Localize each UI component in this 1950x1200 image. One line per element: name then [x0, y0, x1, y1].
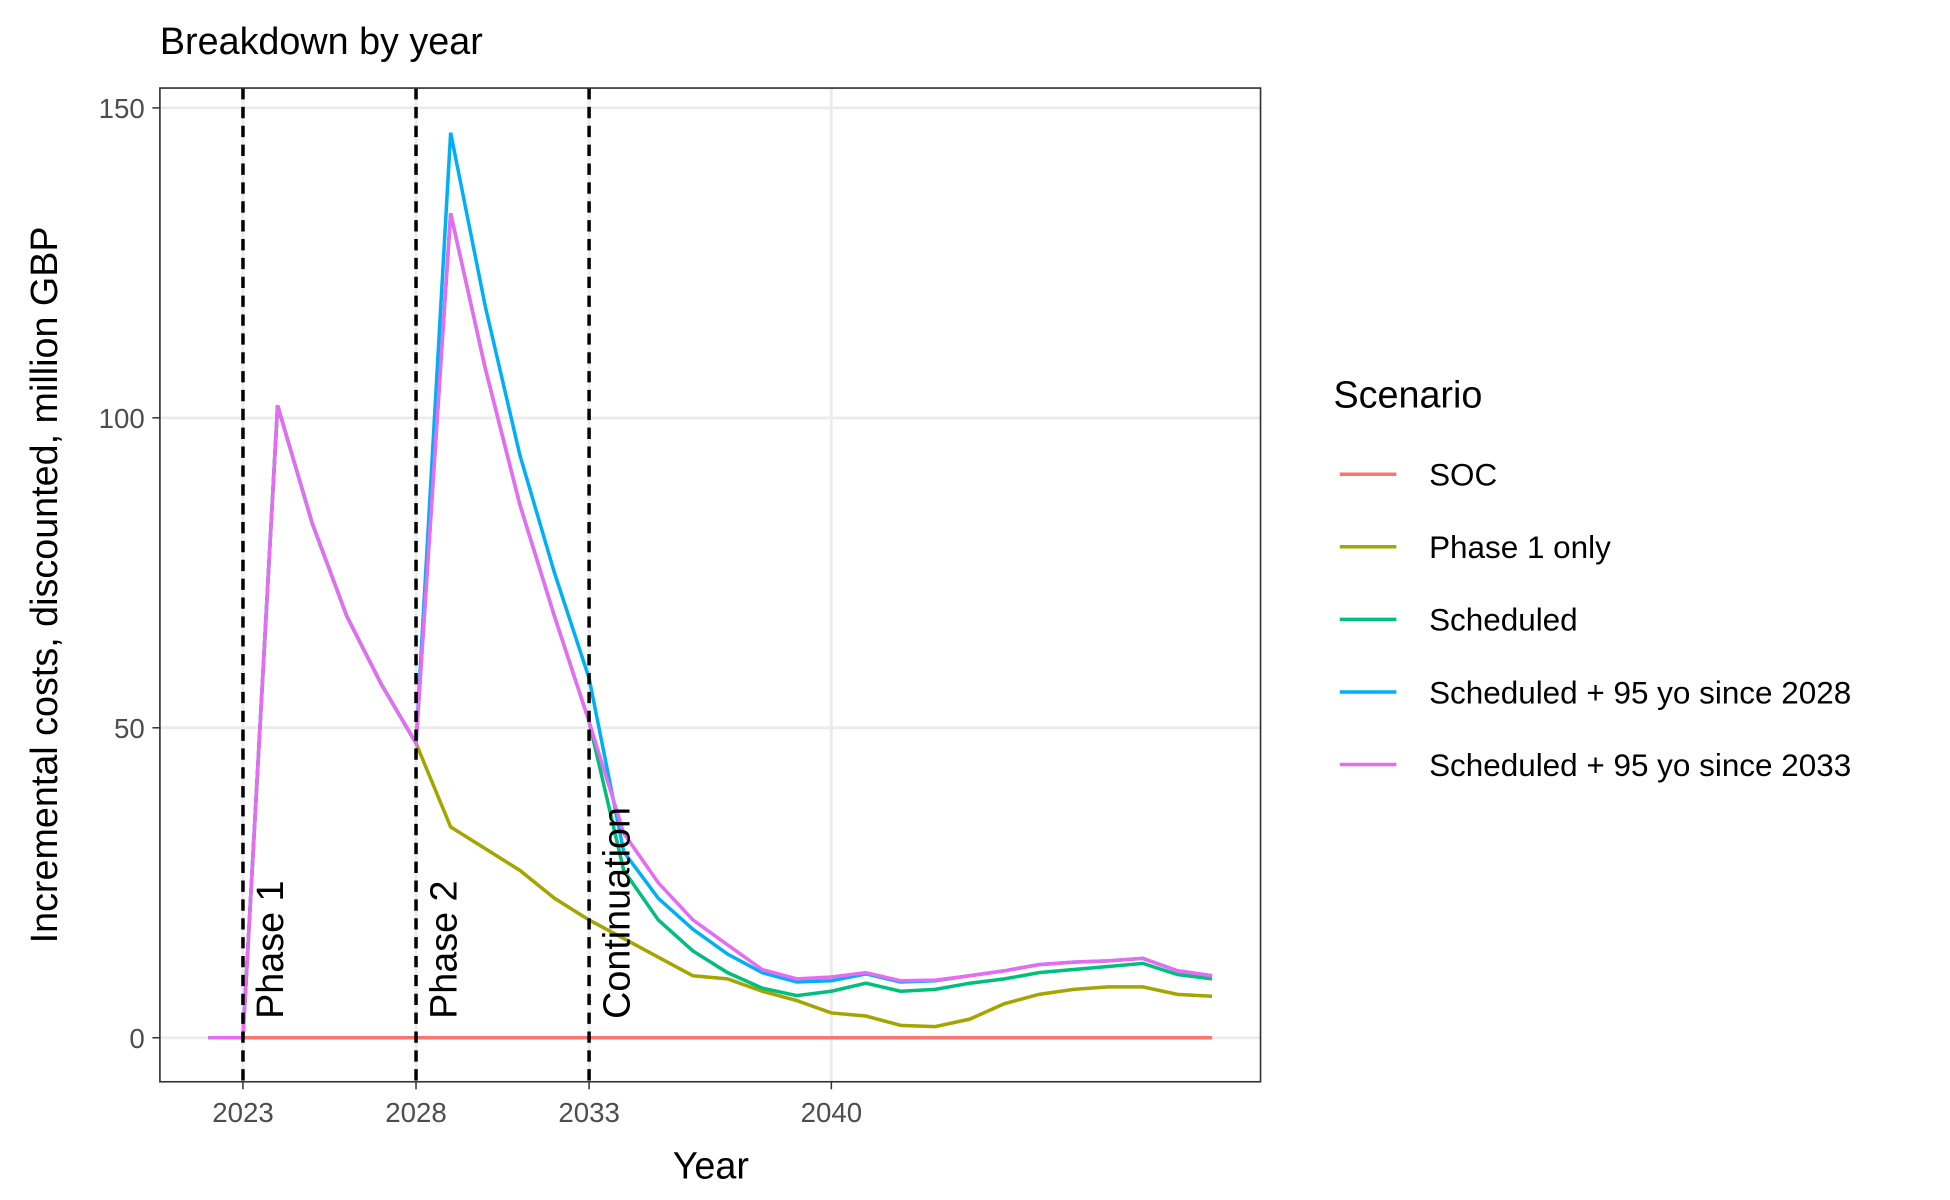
y-tick-label: 150	[99, 93, 145, 124]
x-tick-label: 2028	[385, 1097, 447, 1128]
chart-title: Breakdown by year	[160, 20, 483, 62]
y-tick-label: 50	[114, 713, 145, 744]
y-axis-title: Incremental costs, discounted, million G…	[23, 226, 65, 943]
legend-label: Scheduled	[1429, 603, 1578, 638]
x-tick-label: 2040	[801, 1097, 863, 1128]
x-axis-title: Year	[673, 1145, 749, 1187]
series-line	[208, 212, 1213, 1040]
y-tick-label: 0	[129, 1023, 144, 1054]
x-tick-label: 2033	[558, 1097, 620, 1128]
reference-label: Phase 2	[422, 880, 464, 1018]
y-tick-label: 100	[99, 403, 145, 434]
legend-label: SOC	[1429, 458, 1497, 493]
legend-label: Phase 1 only	[1429, 530, 1611, 565]
series-line	[208, 132, 1213, 1040]
legend-label: Scheduled + 95 yo since 2033	[1429, 748, 1851, 783]
legend-label: Scheduled + 95 yo since 2028	[1429, 675, 1851, 710]
reference-label: Continuation	[595, 807, 637, 1019]
plot-border	[159, 87, 1262, 1083]
series-line	[208, 212, 1213, 1040]
legend-title: Scenario	[1333, 374, 1482, 416]
reference-label: Phase 1	[249, 880, 291, 1018]
x-tick-label: 2023	[212, 1097, 274, 1128]
